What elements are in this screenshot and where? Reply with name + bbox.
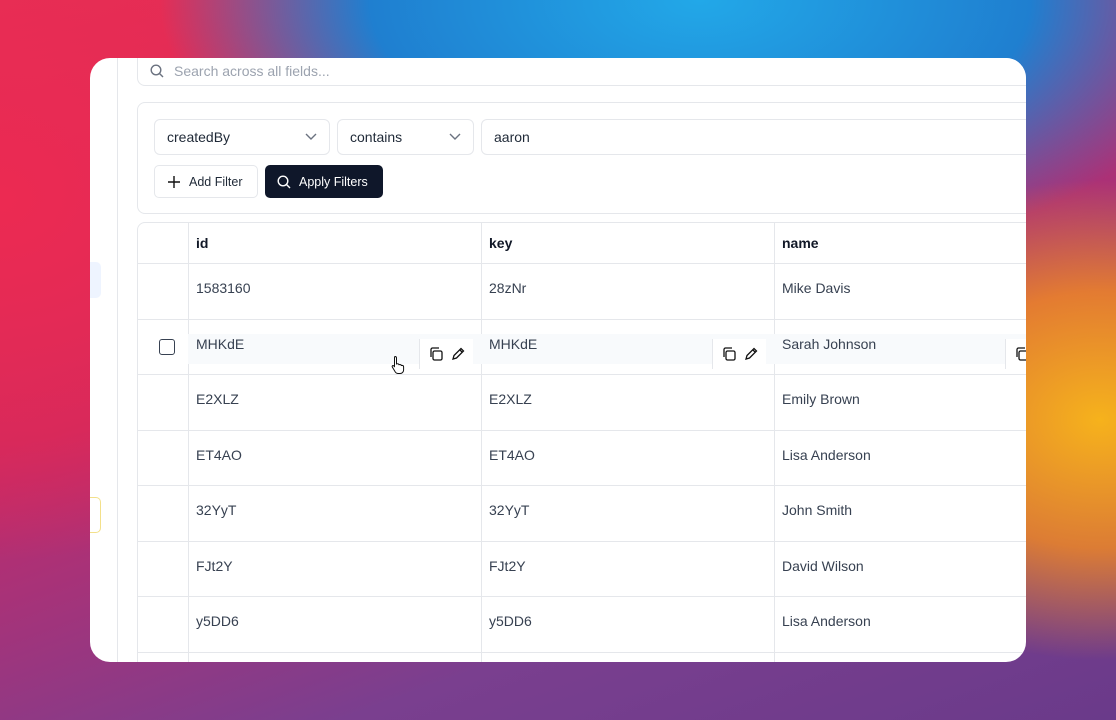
copy-button[interactable] [721,346,737,362]
plus-icon [168,175,180,188]
row-checkbox[interactable] [159,338,175,355]
table-cell: Sarah Johnson [782,335,877,352]
search-bar[interactable]: Search across all fields... [137,58,1026,86]
cell-actions [1005,338,1026,369]
field-value: createdBy [167,129,231,145]
table-cell: Lisa Anderson [782,446,871,463]
search-placeholder: Search across all fields... [174,63,330,79]
filter-panel: createdBy contains aaron Add Filter Appl… [137,102,1026,214]
column-divider [481,223,482,662]
table-cell: MHKdE [196,335,245,352]
data-table: id key name 1583160 28zNr Mike Davis MHKdE MHKd… [137,222,1026,662]
operator-value: contains [350,129,403,145]
apply-filters-button[interactable]: Apply Filters [265,165,383,198]
table-cell: 1583160 [196,280,251,296]
table-cell: E2XLZ [196,391,239,407]
row-divider [138,540,1026,542]
operator-select[interactable]: contains [337,119,474,155]
apply-filters-label: Apply Filters [299,174,368,189]
table-cell: John Smith [782,502,853,518]
cell-actions [419,338,473,369]
value-input[interactable]: aaron [481,119,1026,155]
sidebar-item[interactable] [90,262,101,298]
row-divider [138,318,1026,320]
row-divider [138,651,1026,653]
table-cell: MHKdE [489,335,538,352]
column-divider [774,223,775,662]
column-divider [188,223,189,662]
row-divider [138,429,1026,431]
copy-button[interactable] [428,346,444,362]
column-header: name [782,235,819,251]
table-cell: 28zNr [489,280,527,296]
add-filter-label: Add Filter [189,174,243,189]
table-cell: Mike Davis [782,280,851,296]
add-filter-button[interactable]: Add Filter [154,165,258,198]
edit-button[interactable] [743,346,759,362]
column-header: id [196,235,209,251]
table-cell: David Wilson [782,557,864,574]
field-select[interactable]: createdBy [154,119,330,155]
column-header: key [489,235,513,251]
table-cell: FJt2Y [196,557,233,574]
table-cell: Lisa Anderson [782,613,871,629]
table-cell: Emily Brown [782,391,860,407]
edit-button[interactable] [450,346,466,362]
row-divider [138,485,1026,486]
sidebar-edge [117,58,118,662]
row-divider [138,596,1026,597]
table-cell: FJt2Y [489,557,526,574]
app-window: Search across all fields... createdBy co… [90,58,1026,662]
cell-actions [712,338,766,369]
table-cell: E2XLZ [489,391,532,407]
row-divider [138,374,1026,375]
chevron [449,133,461,140]
search-icon [277,174,291,188]
value-text: aaron [494,129,530,145]
cursor [391,355,405,374]
copy-button[interactable] [1014,346,1026,362]
table-cell: 32YyT [489,502,530,518]
search-icon [150,64,164,78]
row-highlight [188,333,1026,364]
chevron [305,133,317,140]
row-divider [138,263,1026,264]
table-cell: ET4AO [489,446,535,463]
table-cell: y5DD6 [196,613,239,629]
table-cell: 32YyT [196,502,237,518]
table-cell: ET4AO [196,446,242,463]
table-cell: y5DD6 [489,613,532,629]
sidebar-item[interactable] [90,497,101,533]
